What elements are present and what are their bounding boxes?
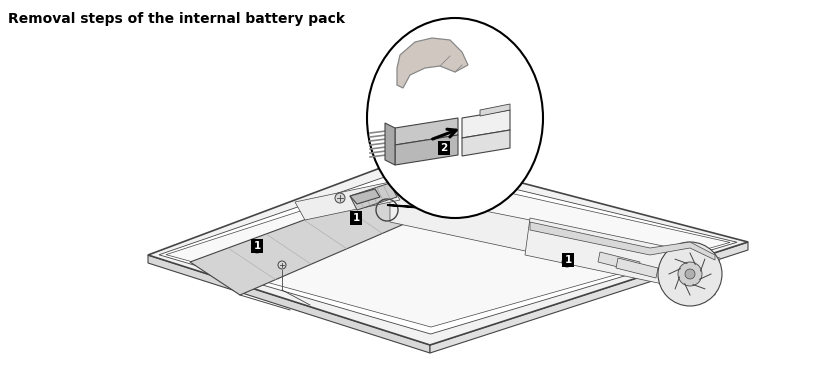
Polygon shape bbox=[190, 192, 417, 295]
Polygon shape bbox=[387, 205, 466, 210]
Polygon shape bbox=[397, 38, 468, 88]
Circle shape bbox=[277, 261, 286, 269]
Polygon shape bbox=[479, 104, 509, 116]
Polygon shape bbox=[430, 242, 747, 353]
Circle shape bbox=[657, 242, 721, 306]
Circle shape bbox=[335, 193, 344, 203]
Polygon shape bbox=[295, 182, 400, 220]
Circle shape bbox=[561, 257, 571, 267]
Polygon shape bbox=[166, 172, 729, 327]
Text: Removal steps of the internal battery pack: Removal steps of the internal battery pa… bbox=[8, 12, 344, 26]
Circle shape bbox=[350, 216, 359, 224]
Polygon shape bbox=[529, 222, 714, 260]
Circle shape bbox=[252, 243, 262, 253]
Circle shape bbox=[677, 262, 701, 286]
Polygon shape bbox=[148, 255, 430, 353]
Polygon shape bbox=[349, 189, 379, 204]
Polygon shape bbox=[461, 110, 509, 138]
Circle shape bbox=[684, 269, 694, 279]
Polygon shape bbox=[597, 252, 639, 272]
Text: 2: 2 bbox=[440, 143, 447, 153]
Polygon shape bbox=[148, 155, 747, 345]
Polygon shape bbox=[159, 166, 736, 334]
Polygon shape bbox=[394, 135, 457, 165]
Polygon shape bbox=[389, 192, 529, 252]
Text: 1: 1 bbox=[352, 213, 359, 223]
Polygon shape bbox=[384, 123, 394, 165]
Polygon shape bbox=[524, 218, 720, 295]
Polygon shape bbox=[394, 118, 457, 145]
Polygon shape bbox=[615, 258, 657, 278]
Text: 1: 1 bbox=[564, 255, 571, 265]
Polygon shape bbox=[461, 130, 509, 156]
Ellipse shape bbox=[367, 18, 542, 218]
Polygon shape bbox=[349, 183, 397, 210]
Text: 1: 1 bbox=[253, 241, 260, 251]
